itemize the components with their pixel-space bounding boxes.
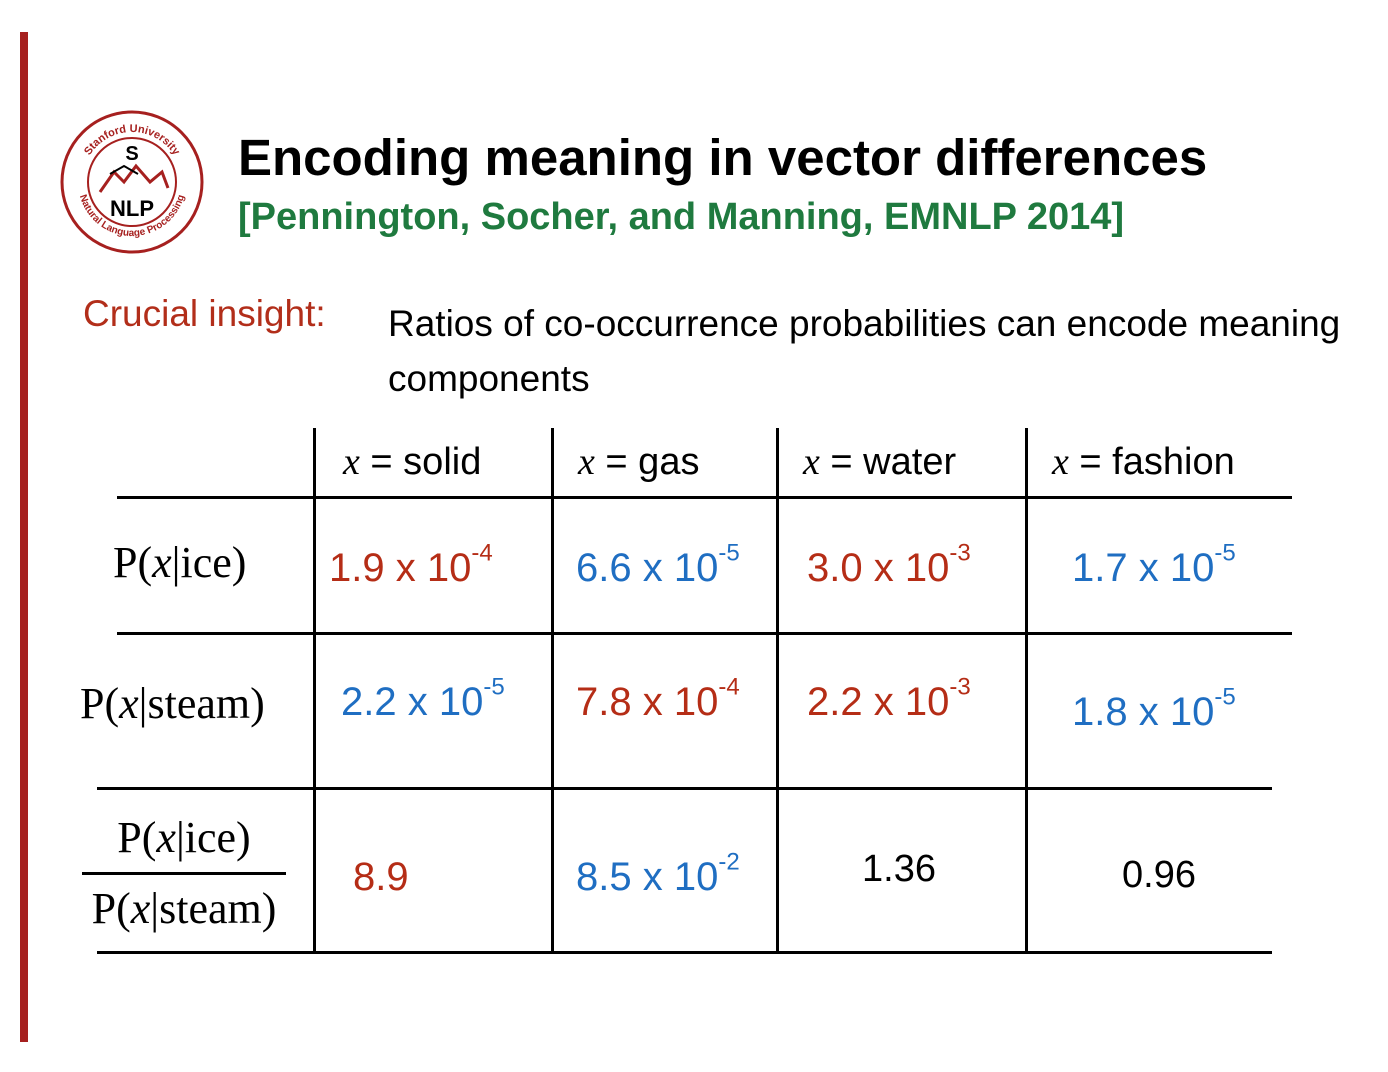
insight-text: Ratios of co-occurrence probabilities ca…	[388, 303, 1341, 399]
ratio-denominator: P(x|steam)	[91, 884, 277, 933]
slide-title: Encoding meaning in vector differences	[238, 129, 1208, 186]
column-header-water: x = water	[803, 441, 957, 483]
row-label-p-x-steam: P(x|steam)	[80, 679, 265, 728]
column-header-solid: x = solid	[343, 441, 482, 483]
cell-ratio-gas: 8.5 x 10-2	[576, 848, 740, 899]
fraction-bar	[82, 872, 286, 875]
cell-steam-fashion: 1.8 x 10-5	[1072, 683, 1236, 734]
cell-steam-gas: 7.8 x 10-4	[576, 673, 740, 724]
row-label-p-x-ice: P(x|ice)	[113, 538, 247, 587]
slide-accent-bar	[20, 32, 28, 1042]
column-header-gas: x = gas	[578, 441, 700, 483]
ratio-numerator: P(x|ice)	[117, 813, 251, 862]
cell-ratio-water: 1.36	[862, 848, 936, 890]
stanford-nlp-logo: Stanford University Natural Language Pro…	[60, 110, 204, 254]
cell-steam-solid: 2.2 x 10-5	[341, 673, 505, 724]
cell-ratio-solid: 8.9	[353, 855, 409, 899]
cell-ice-fashion: 1.7 x 10-5	[1072, 539, 1236, 590]
logo-letter: S	[125, 143, 138, 165]
cell-ratio-fashion: 0.96	[1122, 854, 1196, 896]
cell-ice-water: 3.0 x 10-3	[807, 539, 971, 590]
insight-label: Crucial insight:	[83, 293, 326, 334]
slide-citation: [Pennington, Socher, and Manning, EMNLP …	[238, 196, 1125, 238]
cell-steam-water: 2.2 x 10-3	[807, 673, 971, 724]
cell-ice-gas: 6.6 x 10-5	[576, 539, 740, 590]
logo-initials: NLP	[110, 196, 154, 221]
cell-ice-solid: 1.9 x 10-4	[329, 539, 493, 590]
row-label-ratio: P(x|ice) P(x|steam)	[78, 810, 290, 937]
column-header-fashion: x = fashion	[1052, 441, 1235, 483]
